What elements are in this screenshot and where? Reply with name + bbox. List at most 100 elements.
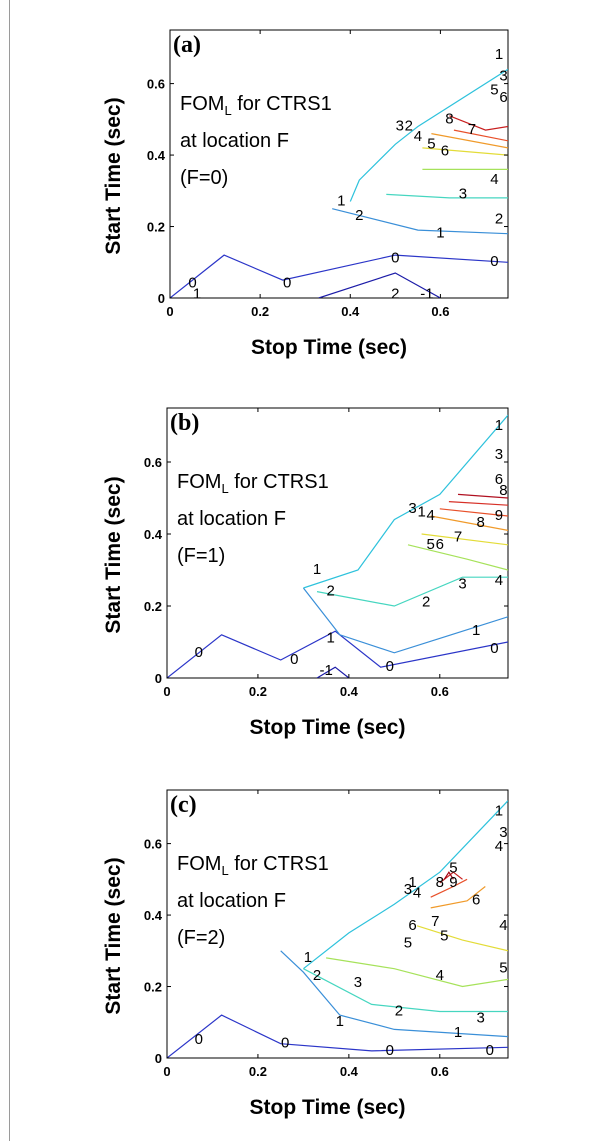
plot-frame [169,29,509,299]
contour-line-level-1 [280,950,508,1038]
annotation-line-2: at location F [177,508,286,530]
contour-label: 1 [336,1013,344,1030]
contour-line-level-8 [448,501,508,506]
contour-label: 9 [495,507,503,524]
contour-label: 4 [414,128,422,145]
contour-label: 2 [327,583,335,600]
contour-label: 0 [195,644,203,661]
annotation-line-3: (F=2) [177,927,225,949]
contour-label: 0 [486,1042,494,1059]
contour-label: 1 [495,46,503,63]
contour-label: 2 [422,593,430,610]
x-tick-label: 0 [166,304,173,319]
y-tick-label: 0.4 [144,527,163,542]
contour-label: 1 [495,417,503,434]
contour-line-level-5 [416,925,508,952]
y-tick-label: 0.6 [147,77,165,92]
x-tick-label: 0.4 [340,1064,359,1079]
x-tick-label: 0.2 [251,304,269,319]
contour-label: 4 [495,572,503,589]
annotation-line-1: FOML for CTRS1 [177,853,329,878]
panel-label: (a) [173,32,201,58]
contour-label: 5 [499,960,507,977]
contour-label: 1 [495,802,503,819]
contour-line-level-3 [303,968,508,1013]
x-tick-label: 0.2 [249,1064,267,1079]
contour-label: 3 [499,824,507,841]
contour-label: 2 [313,967,321,984]
contour-line-level-8 [449,115,508,131]
contour-label: 5 [449,860,457,877]
contour-line-level--1 [316,666,350,678]
contour-label: 7 [431,913,439,930]
contour-line-level-6 [430,515,508,531]
contour-line-level-7 [430,878,468,898]
contour-lines [170,68,508,298]
contour-label: 1 [436,225,444,242]
contour-line-level-4 [407,544,508,571]
contour-line-level-3 [316,576,508,607]
contour-label: 1 [304,949,312,966]
contour-lines [167,800,508,1058]
y-tick-label: 0.6 [144,455,162,470]
contour-label: 8 [477,514,485,531]
x-axis-title: Stop Time (sec) [250,716,406,739]
contour-label: 5 [427,135,435,152]
y-tick-label: 0 [158,291,165,306]
contour-label: 4 [427,507,435,524]
contour-label: 0 [490,253,498,270]
contour-label: 0 [391,250,399,267]
contour-label: 9 [449,874,457,891]
contour-label: 5 [440,927,448,944]
contour-label: 3 [477,1010,485,1027]
contour-label: 3 [404,881,412,898]
contour-label: 3 [459,185,467,202]
y-tick-label: 0.4 [147,148,166,163]
contour-label: 1 [472,622,480,639]
y-tick-label: 0.2 [144,599,162,614]
contour-label: 3 [354,974,362,991]
annotation-line-2: at location F [177,890,286,912]
contour-line-level-0 [167,630,508,678]
x-tick-label: 0 [163,1064,170,1079]
y-tick-label: 0.2 [147,220,165,235]
y-axis-title: Start Time (sec) [102,97,125,254]
contour-label: 8 [436,874,444,891]
x-tick-label: 0.6 [431,1064,449,1079]
contour-label: -1 [420,285,433,302]
contour-label: 3 [495,446,503,463]
contour-line-level-6 [430,886,486,909]
contour-label: 0 [281,1035,289,1052]
contour-line-level-0 [170,254,508,298]
contour-line-level-9 [457,493,508,499]
contour-label: 1 [337,192,345,209]
contour-label: 1 [193,285,201,302]
contour-label: 0 [386,1042,394,1059]
contour-line-level-9 [443,871,454,880]
contour-label: 6 [441,142,449,159]
contour-label: 0 [290,651,298,668]
x-tick-label: 0.6 [431,304,449,319]
contour-label: 8 [445,110,453,127]
contour-label: 4 [436,967,444,984]
contour-label: 2 [495,210,503,227]
contour-label: 4 [490,171,498,188]
contour-label: 5 [490,82,498,99]
left-frame-line [9,0,10,1141]
y-axis-title: Start Time (sec) [102,476,125,633]
contour-label: 7 [468,121,476,138]
contour-label: 0 [490,640,498,657]
contour-label: 1 [454,1024,462,1041]
contour-line-level-7 [453,129,508,142]
contour-label: 4 [499,917,507,934]
contour-label: 0 [283,275,291,292]
contour-label: 2 [405,117,413,134]
annotation-line-3: (F=1) [177,545,225,567]
x-tick-label: 0.4 [340,684,359,699]
contour-line-level--1 [318,272,441,298]
contour-label: 6 [472,892,480,909]
